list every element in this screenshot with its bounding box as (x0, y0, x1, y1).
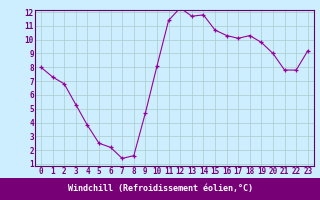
Text: Windchill (Refroidissement éolien,°C): Windchill (Refroidissement éolien,°C) (68, 184, 252, 194)
